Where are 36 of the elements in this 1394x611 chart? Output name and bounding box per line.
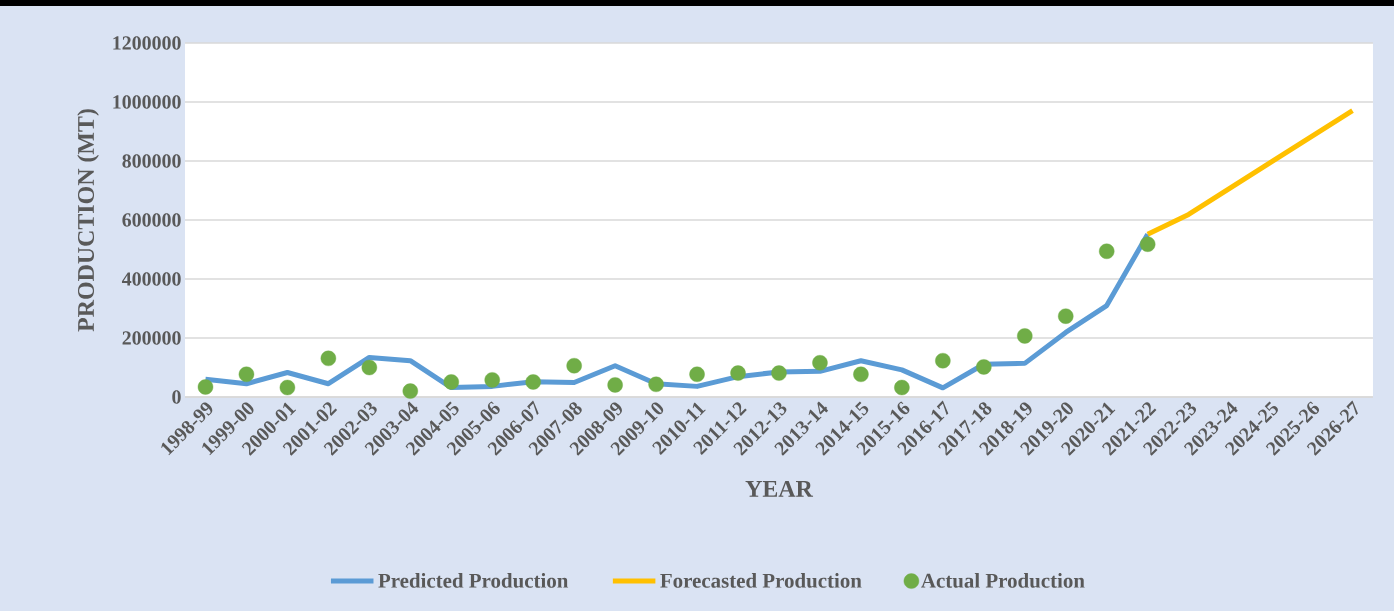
- point: [279, 379, 296, 396]
- y-axis-title: PRODUCTION (MT): [77, 109, 99, 332]
- point: [894, 379, 910, 396]
- point: [361, 359, 378, 376]
- y-tick-label: 1000000: [113, 95, 181, 109]
- x-axis-title: YEAR: [745, 480, 814, 497]
- point: [197, 379, 214, 395]
- point: [976, 359, 992, 375]
- y-tick-label: 1200000: [113, 36, 181, 50]
- point: [1099, 243, 1115, 259]
- point: [853, 366, 869, 382]
- y-tick-label: 200000: [122, 331, 181, 345]
- point: [771, 365, 787, 381]
- point: [730, 365, 746, 381]
- point: [812, 355, 828, 371]
- legend-label: Forecasted Production: [660, 573, 862, 588]
- point: [320, 350, 337, 367]
- point: [648, 376, 664, 393]
- y-tick-label: 400000: [121, 272, 181, 286]
- y-tick-label: 0: [172, 390, 181, 404]
- point: [1139, 236, 1156, 252]
- legend-label: Predicted Production: [378, 573, 569, 588]
- point: [443, 374, 459, 390]
- point: [402, 383, 418, 399]
- y-tick-label: 800000: [122, 154, 181, 168]
- point: [607, 377, 623, 393]
- point: [525, 374, 541, 390]
- point: [1058, 308, 1074, 324]
- point: [1017, 328, 1033, 344]
- y-tick-label: 600000: [122, 213, 181, 227]
- point: [238, 366, 255, 382]
- point: [484, 372, 500, 388]
- legend-label: Actual Production: [921, 573, 1085, 588]
- point: [689, 366, 705, 382]
- point: [566, 358, 582, 374]
- point: [935, 353, 951, 369]
